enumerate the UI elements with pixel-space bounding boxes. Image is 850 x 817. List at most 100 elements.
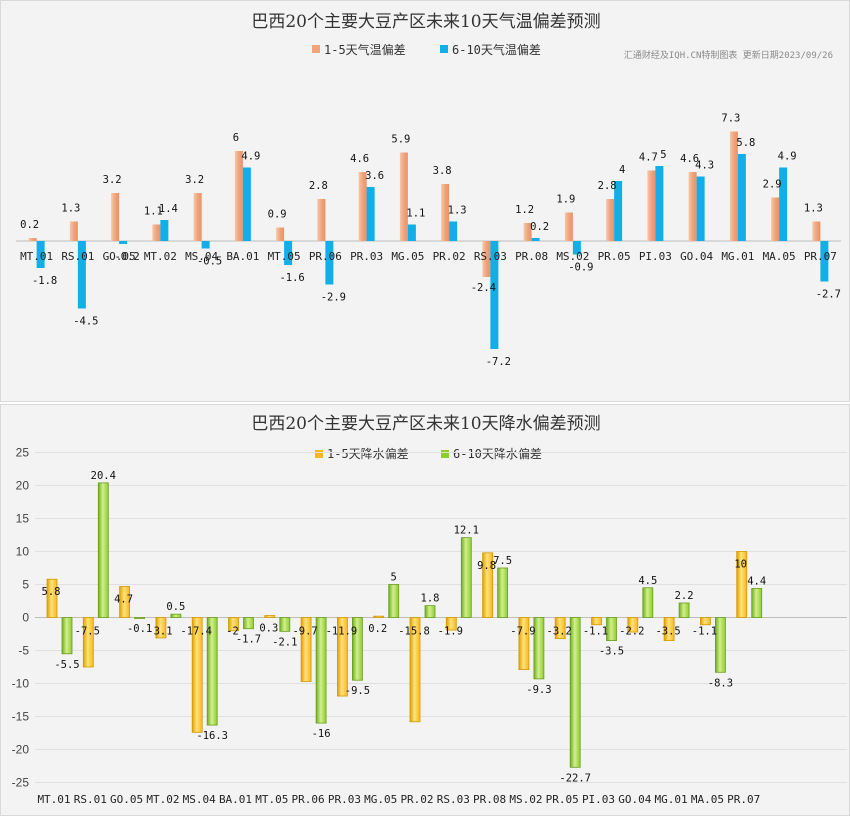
temp-value-label-s1: 1.3 — [804, 203, 823, 215]
temp-bar-s2 — [737, 154, 746, 241]
rain-value-label-s2: 0.5 — [166, 601, 185, 613]
rain-category-label: PR.02 — [400, 793, 433, 806]
rain-bar-s1 — [482, 552, 494, 618]
rain-bar-s2 — [424, 605, 436, 618]
rain-category-label: MA.05 — [691, 793, 724, 806]
rain-value-label-s2: 7.5 — [493, 555, 512, 567]
temp-bar-s1 — [234, 151, 243, 241]
rain-y-tick-label: -15 — [12, 710, 30, 724]
temp-value-label-s1: 0.2 — [20, 219, 39, 231]
temp-value-label-s1: 4.6 — [680, 153, 699, 165]
temp-bar-s2 — [572, 241, 581, 255]
rain-value-label-s2: 2.2 — [675, 590, 694, 602]
temp-category-label: MT.05 — [268, 250, 301, 263]
temp-value-label-s2: -1.8 — [32, 275, 57, 287]
temp-bar-s1 — [152, 224, 161, 241]
temp-bar-s1 — [317, 199, 326, 241]
rain-value-label-s1: 4.7 — [114, 593, 133, 605]
temp-bar-s1 — [276, 227, 285, 241]
rain-value-label-s1: -3.1 — [147, 626, 172, 638]
rain-value-label-s2: 12.1 — [454, 525, 479, 537]
rain-bar-s1 — [191, 617, 203, 733]
temp-bar-s1 — [28, 238, 37, 241]
temp-category-label: MT.02 — [144, 250, 177, 263]
rain-bar-s1 — [518, 617, 530, 671]
temp-legend-label-1: 1-5天气温偏差 — [324, 42, 406, 57]
temp-category-label: PR.05 — [598, 250, 631, 263]
rain-legend-swatch-1 — [315, 450, 323, 458]
temp-value-label-s2: -1.6 — [279, 272, 304, 284]
temp-value-label-s2: 4.9 — [241, 151, 260, 163]
temp-bar-s2 — [614, 181, 623, 241]
rain-bar-s2 — [460, 537, 472, 618]
rain-category-label: PR.08 — [473, 793, 506, 806]
rain-value-label-s2: 20.4 — [91, 470, 116, 482]
rain-value-label-s2: -1.7 — [236, 634, 261, 646]
rain-value-label-s1: -7.9 — [510, 626, 535, 638]
rain-bar-s1 — [46, 578, 58, 618]
rain-value-label-s1: -2.2 — [619, 626, 644, 638]
temp-bar-s2 — [407, 224, 416, 241]
rain-bar-s2 — [279, 617, 291, 632]
rain-bar-s1 — [336, 617, 348, 697]
temp-value-label-s2: 4.3 — [695, 160, 714, 172]
temp-value-label-s1: -2.4 — [471, 282, 496, 294]
temp-bar-s1 — [358, 172, 367, 241]
temp-bar-s2 — [449, 221, 458, 241]
rain-bar-s2 — [351, 617, 363, 681]
temp-category-label: GO.05 — [103, 250, 136, 263]
temp-bar-s1 — [688, 172, 697, 241]
temp-bar-s2 — [36, 241, 45, 268]
rain-y-tick-label: -5 — [18, 644, 29, 658]
temp-value-label-s2: 1.3 — [448, 205, 467, 217]
temp-value-label-s1: 4.6 — [350, 153, 369, 165]
temp-category-label: PR.06 — [309, 250, 342, 263]
temp-bar-s2 — [531, 238, 540, 241]
temp-legend-label-2: 6-10天气温偏差 — [452, 42, 541, 57]
rain-bar-s2 — [497, 567, 509, 618]
temp-category-label: PR.02 — [433, 250, 466, 263]
temp-value-label-s2: 3.6 — [365, 170, 384, 182]
temp-category-label: PI.03 — [639, 250, 672, 263]
rain-value-label-s2: -5.5 — [54, 659, 79, 671]
temperature-chart-title: 巴西20个主要大豆产区未来10天气温偏差预测 — [251, 12, 600, 32]
temp-bar-s2 — [820, 241, 829, 282]
rain-category-label: MG.05 — [364, 793, 397, 806]
temp-bar-s1 — [523, 223, 532, 241]
temp-value-label-s2: 4 — [619, 164, 625, 176]
rain-category-label: MT.02 — [146, 793, 179, 806]
rain-value-label-s2: 1.8 — [421, 593, 440, 605]
rain-bar-s1 — [700, 617, 711, 626]
rain-value-label-s2: -8.3 — [708, 677, 733, 689]
rain-value-label-s2: -22.7 — [559, 772, 591, 784]
temp-category-label: PR.08 — [515, 250, 548, 263]
rain-value-label-s2: -2.1 — [272, 636, 297, 648]
temp-category-label: MT.01 — [20, 250, 53, 263]
rain-bar-s2 — [206, 617, 218, 726]
rain-value-label-s2: 5 — [391, 572, 397, 584]
temp-value-label-s2: -0.2 — [114, 251, 139, 263]
temp-legend-swatch-1 — [312, 45, 320, 53]
rain-category-label: MS.02 — [509, 793, 542, 806]
rain-value-label-s2: -9.5 — [345, 685, 370, 697]
rain-legend-label-1: 1-5天降水偏差 — [327, 446, 409, 461]
temp-value-label-s1: 1.3 — [61, 203, 80, 215]
rain-y-tick-label: 0 — [22, 611, 29, 625]
temp-bar-s1 — [482, 241, 491, 277]
temp-value-label-s1: 1.2 — [515, 204, 534, 216]
rain-value-label-s1: 9.8 — [477, 560, 496, 572]
rain-y-tick-label: -25 — [12, 776, 30, 790]
temp-bar-s1 — [111, 193, 120, 241]
rain-value-label-s1: -15.8 — [398, 626, 430, 638]
temp-value-label-s2: 0.2 — [530, 221, 549, 233]
rain-category-label: GO.05 — [110, 793, 143, 806]
rain-bar-s2 — [569, 617, 581, 768]
temp-value-label-s2: -2.9 — [321, 292, 346, 304]
rain-value-label-s1: -11.9 — [326, 626, 358, 638]
rain-bar-s2 — [533, 617, 545, 680]
temp-bar-s2 — [490, 241, 499, 349]
rain-value-label-s1: 0.3 — [259, 623, 278, 635]
temp-bar-s2 — [160, 220, 169, 241]
rain-value-label-s1: -3.2 — [547, 626, 572, 638]
rain-bar-s2 — [606, 617, 617, 642]
